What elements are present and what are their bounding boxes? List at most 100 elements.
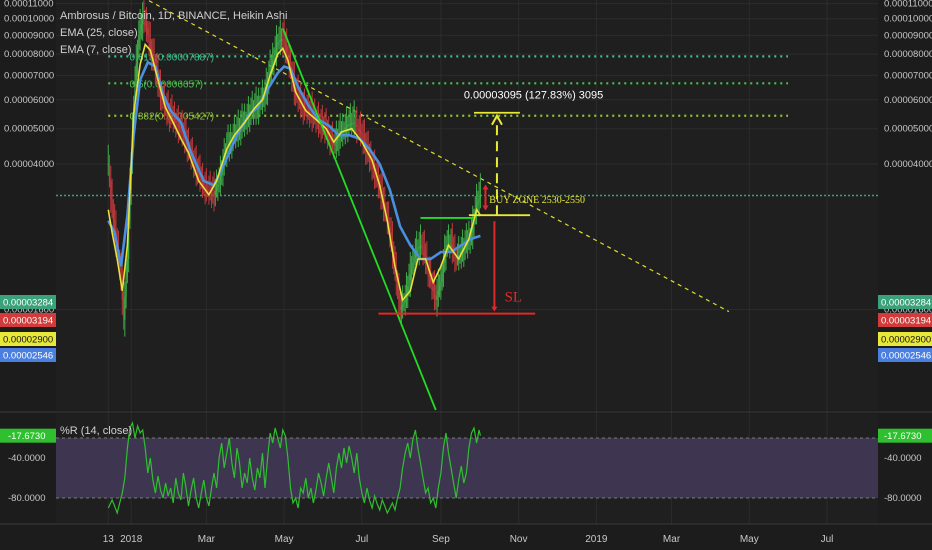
candle-body [410,268,413,275]
candle-body [335,141,337,144]
candle-body [283,41,285,44]
candle-body [446,245,448,247]
time-tick-label: Jul [821,534,834,545]
candle-body [270,66,272,72]
candle-body [277,43,279,45]
price-tick-label-right: 0.00011000 [884,0,932,10]
time-tick-label: 2019 [585,534,608,545]
candle-body [329,136,331,139]
time-tick-label: May [740,534,759,545]
candle-body [472,225,474,233]
price-tag-bg-left [0,295,56,309]
price-tick-label-right: 0.00004000 [884,159,932,170]
stop-loss-label: SL [505,290,523,306]
candle-body [122,299,125,320]
candle-body [198,172,200,177]
candle-body [200,178,202,181]
candle-body [465,245,467,247]
candle-body [390,232,392,242]
candle-body [371,162,373,166]
ema7-line [107,42,482,302]
candle-body [349,124,351,126]
candle-body [441,272,443,283]
wr-legend[interactable]: %R (14, close) [60,425,133,437]
candle-body [194,162,196,167]
wr-line [107,421,481,516]
ema7-legend[interactable]: EMA (7, close) [60,44,132,56]
candle-body [114,220,116,233]
wr-tick-label-left: -80.0000 [8,493,46,504]
candle-body [307,110,309,112]
red-arrow-down-head [482,205,489,211]
candle-body [337,139,339,142]
candle-body [451,245,453,249]
candle-body [310,112,312,114]
candle-body [152,53,154,60]
candle-body [370,158,372,163]
red-arrow-up-head [482,184,489,190]
candle-body [134,79,136,104]
candle-body [422,248,424,252]
candle-body [182,133,185,136]
candle-body [450,245,452,247]
candle-body [214,191,216,195]
candle-body [351,123,353,125]
candle-body [195,166,197,170]
candle-body [128,220,130,260]
ema25-legend[interactable]: EMA (25, close) [60,27,138,39]
candle-body [338,137,340,140]
candle-body [388,220,390,227]
candle-body [478,198,480,202]
candle-body [363,139,366,144]
candle-body [352,123,354,125]
candle-body [311,113,313,116]
candle-body [279,40,281,42]
candle-body [469,235,471,239]
candle-body [408,280,410,287]
buy-zone-label: BUY ZONE 2530-2550 [489,195,585,206]
candle-body [274,49,276,56]
time-tick-label: 2018 [120,534,143,545]
candle-body [107,164,109,166]
candle-body [287,52,289,59]
candle-body [219,175,221,181]
candle-body [412,262,414,269]
price-tick-label-left: 0.00004000 [4,159,54,170]
price-tick-label-left: 0.00008000 [4,49,54,60]
price-tick-label-left: 0.00007000 [4,70,54,81]
candle-body [421,245,423,249]
candle-body [439,286,441,291]
candle-body [201,180,204,184]
candle-body [148,34,150,42]
candle-body [409,274,411,281]
candle-body [479,195,481,199]
candle-body [345,125,348,128]
time-tick-label: Jul [355,534,368,545]
price-tick-label-right: 0.00009000 [884,30,932,41]
price-tag-bg-right [878,332,932,346]
candle-body [143,18,145,22]
candle-body [111,199,113,210]
candle-body [272,60,274,67]
candle-body [199,176,201,179]
candle-body [135,63,137,80]
candle-body [125,276,127,297]
candle-body [347,125,349,127]
candle-body [112,209,114,221]
candle-body [324,128,326,131]
candle-body [348,124,350,126]
price-tick-label-left: 0.00006000 [4,95,54,106]
price-tag-right: 0.00002900 [881,335,931,346]
price-tag-right: 0.00003284 [881,298,931,309]
candle-body [217,184,219,188]
candle-body [136,48,139,64]
candle-body [140,24,142,30]
wr-tick-label-right: -40.0000 [884,453,922,464]
candle-body [413,257,415,263]
candle-body [273,55,275,61]
candle-body [205,187,207,190]
price-tick-label-left: 0.00005000 [4,124,54,135]
candle-body [459,253,461,256]
candle-body [440,282,442,287]
